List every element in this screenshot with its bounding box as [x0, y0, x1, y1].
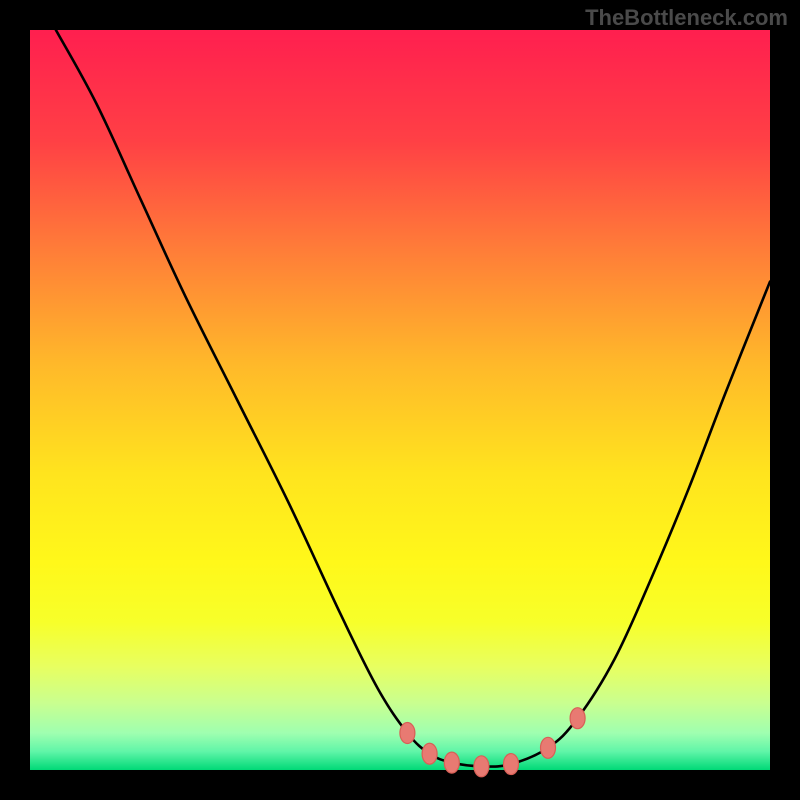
- watermark-text: TheBottleneck.com: [585, 5, 788, 31]
- optimal-marker: [504, 754, 519, 775]
- chart-container: TheBottleneck.com: [0, 0, 800, 800]
- optimal-marker: [422, 743, 437, 764]
- optimal-marker: [474, 756, 489, 777]
- optimal-marker: [444, 752, 459, 773]
- plot-background: [30, 30, 770, 770]
- optimal-marker: [541, 737, 556, 758]
- optimal-marker: [570, 708, 585, 729]
- bottleneck-curve-chart: [0, 0, 800, 800]
- optimal-marker: [400, 723, 415, 744]
